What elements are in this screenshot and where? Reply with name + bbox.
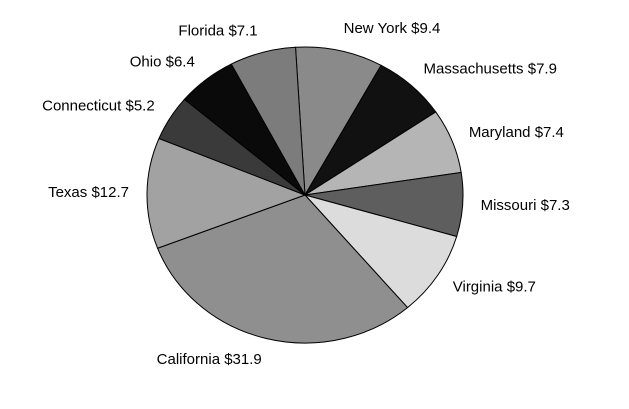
slice-label: New York $9.4 bbox=[344, 20, 441, 37]
slice-label: California $31.9 bbox=[157, 351, 262, 368]
slice-value: $5.2 bbox=[126, 97, 155, 114]
slice-category: California bbox=[157, 351, 221, 368]
pie-slice bbox=[303, 194, 458, 309]
slice-value: $31.9 bbox=[224, 351, 262, 368]
slice-category: Maryland bbox=[469, 124, 531, 141]
slice-label: Connecticut $5.2 bbox=[42, 97, 155, 114]
slice-label: Texas $12.7 bbox=[48, 184, 129, 201]
slice-label: Massachusetts $7.9 bbox=[424, 60, 557, 77]
slice-category: Virginia bbox=[453, 278, 503, 295]
slice-category: Missouri bbox=[481, 197, 537, 214]
slice-label: Ohio $6.4 bbox=[130, 53, 195, 70]
slice-value: $7.3 bbox=[541, 197, 570, 214]
slice-category: New York bbox=[344, 20, 408, 37]
slice-value: $7.9 bbox=[528, 60, 557, 77]
slice-value: $9.7 bbox=[507, 278, 536, 295]
slice-value: $7.4 bbox=[535, 124, 564, 141]
pie-slice bbox=[230, 46, 306, 196]
slice-label: Virginia $9.7 bbox=[453, 278, 536, 295]
slice-label: Florida $7.1 bbox=[178, 22, 257, 39]
slice-value: $12.7 bbox=[91, 184, 129, 201]
slice-value: $9.4 bbox=[411, 20, 440, 37]
slice-value: $7.1 bbox=[228, 22, 257, 39]
slice-category: Ohio bbox=[130, 53, 162, 70]
slice-value: $6.4 bbox=[166, 53, 195, 70]
slice-label: Missouri $7.3 bbox=[481, 197, 570, 214]
slice-category: Texas bbox=[48, 184, 87, 201]
pie-slice bbox=[146, 137, 307, 249]
slice-category: Florida bbox=[178, 22, 225, 39]
slice-category: Connecticut bbox=[42, 97, 122, 114]
slice-category: Massachusetts bbox=[424, 60, 524, 77]
pie-slice bbox=[156, 194, 409, 344]
pie-slice bbox=[294, 46, 382, 197]
slice-label: Maryland $7.4 bbox=[469, 124, 564, 141]
